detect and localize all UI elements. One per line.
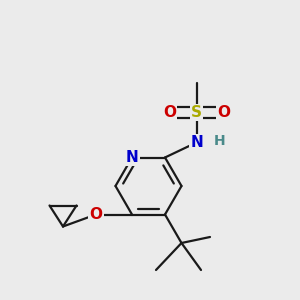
Text: O: O [163, 105, 176, 120]
Text: H: H [214, 134, 226, 148]
Text: S: S [191, 105, 202, 120]
Text: O: O [89, 207, 103, 222]
Text: N: N [126, 150, 138, 165]
Text: O: O [217, 105, 230, 120]
Text: N: N [190, 135, 203, 150]
